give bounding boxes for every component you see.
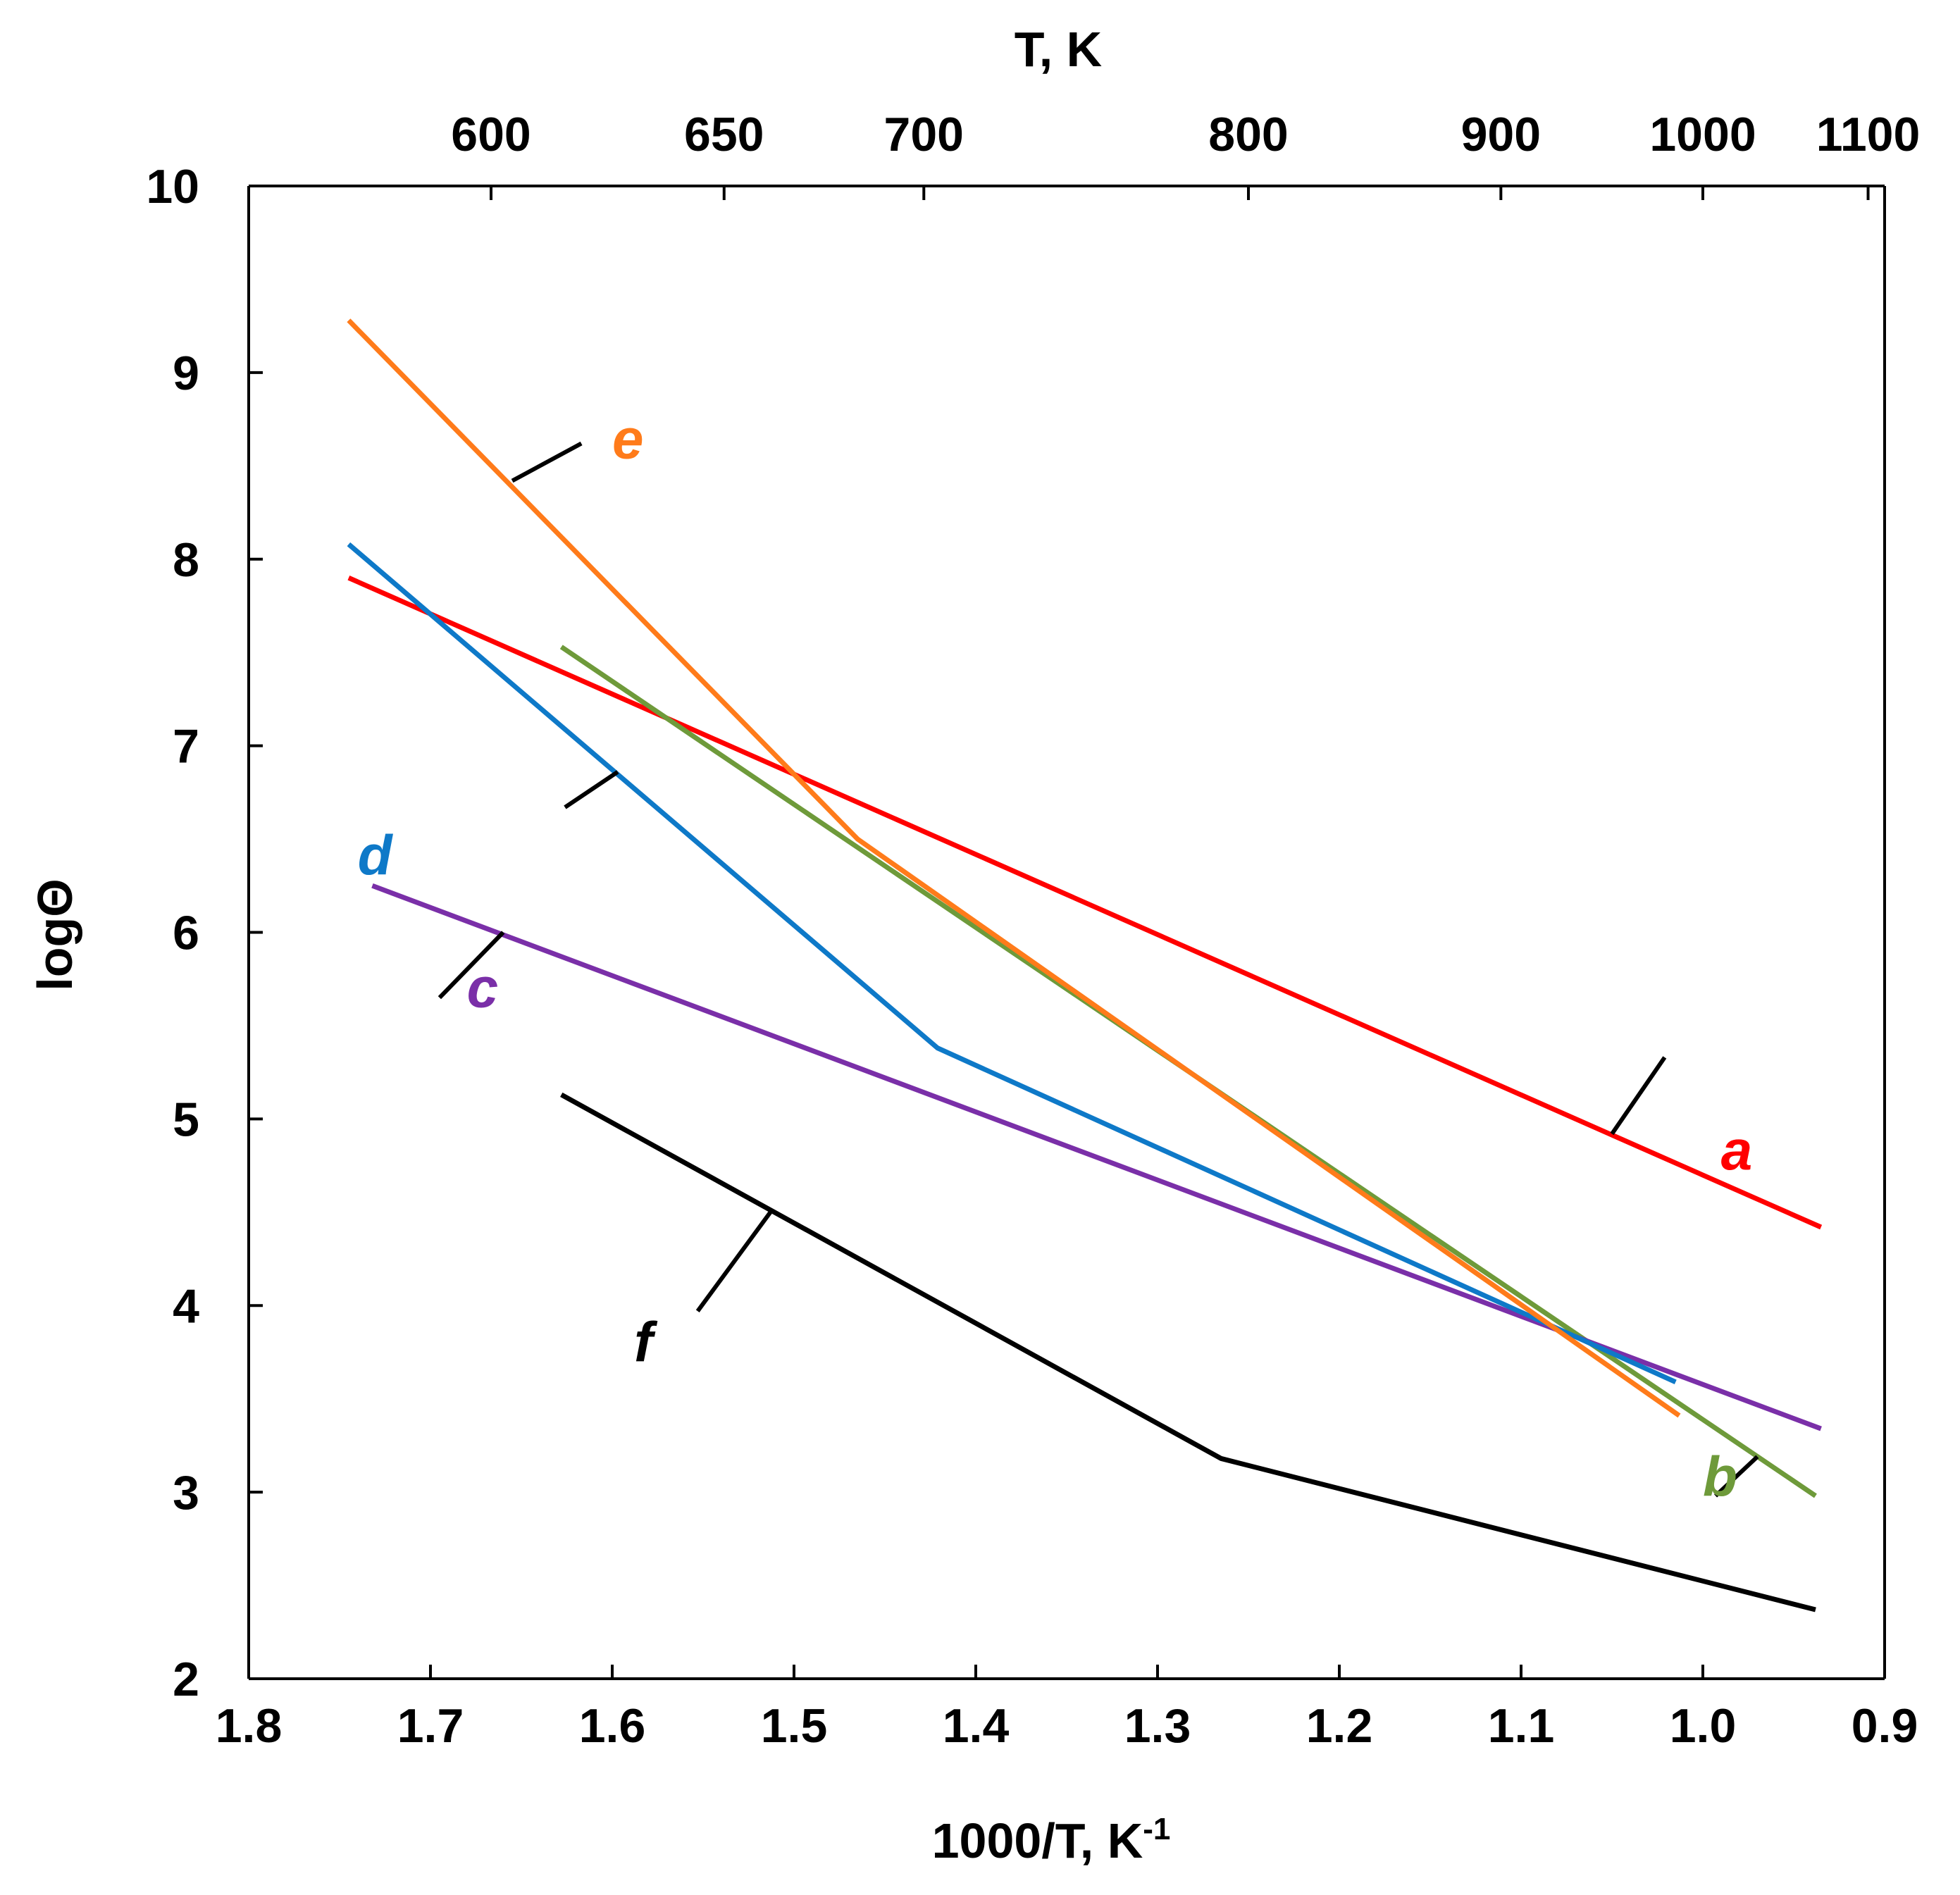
series-label-d: d [358, 824, 394, 886]
y-tick-label: 3 [173, 1466, 199, 1520]
series-line-d [347, 542, 1677, 1385]
x-tick-label: 1.0 [1670, 1699, 1737, 1753]
y-tick-label: 2 [173, 1653, 199, 1706]
top-tick-label: 900 [1461, 108, 1541, 161]
series-leader-a [1610, 1056, 1667, 1136]
top-axis-title: T, K [1015, 22, 1102, 77]
series-label-b: b [1703, 1445, 1737, 1508]
series-leader-d [564, 770, 619, 809]
series-line-e [347, 318, 1681, 1418]
top-tick-label: 600 [451, 108, 531, 161]
x-tick-label: 1.6 [579, 1699, 646, 1753]
axes-layer: 1.8 1.7 1.6 1.5 1.4 1.3 1.2 1.1 1.0 0.9 2 3 4 5 6 7 8 9 10… [146, 108, 1920, 1753]
x-tick-label: 1.1 [1488, 1699, 1555, 1753]
x-tick-label: 1.3 [1124, 1699, 1191, 1753]
x-tick-label: 1.4 [943, 1699, 1010, 1753]
y-tick-label: 7 [173, 720, 199, 773]
x-tick-label: 1.5 [761, 1699, 828, 1753]
x-tick-label: 1.2 [1306, 1699, 1373, 1753]
y-tick-label: 4 [173, 1279, 199, 1333]
series-label-a: a [1721, 1119, 1753, 1181]
y-axis-title: logΘ [27, 878, 82, 990]
y-tick-label: 5 [173, 1093, 199, 1146]
series-layer [347, 318, 1823, 1613]
x-axis-title-superscript: -1 [1143, 1812, 1170, 1846]
series-leader-e [511, 441, 583, 483]
series-leader-c [438, 931, 505, 1000]
top-tick-label: 700 [884, 108, 964, 161]
x-tick-label: 1.8 [216, 1699, 283, 1753]
y-tick-label: 9 [173, 347, 199, 400]
series-label-f: f [634, 1311, 658, 1374]
y-tick-label: 10 [146, 160, 199, 213]
y-tick-label: 6 [173, 907, 199, 960]
series-line-f [560, 1092, 1816, 1613]
series-leader-b [1714, 1455, 1759, 1498]
labels-layer: a b c d e f [358, 408, 1759, 1508]
x-axis-title: 1000/T, K-1 [932, 1812, 1171, 1868]
series-line-a [347, 576, 1823, 1230]
series-label-c: c [467, 956, 499, 1019]
top-tick-label: 1100 [1816, 108, 1921, 161]
x-tick-label: 0.9 [1852, 1699, 1918, 1753]
top-tick-label: 1000 [1649, 108, 1756, 161]
top-tick-label: 650 [684, 108, 764, 161]
x-tick-label: 1.7 [397, 1699, 464, 1753]
series-leader-f [695, 1211, 772, 1312]
series-label-e: e [612, 408, 644, 471]
top-tick-label: 800 [1208, 108, 1288, 161]
y-tick-label: 8 [173, 533, 199, 587]
